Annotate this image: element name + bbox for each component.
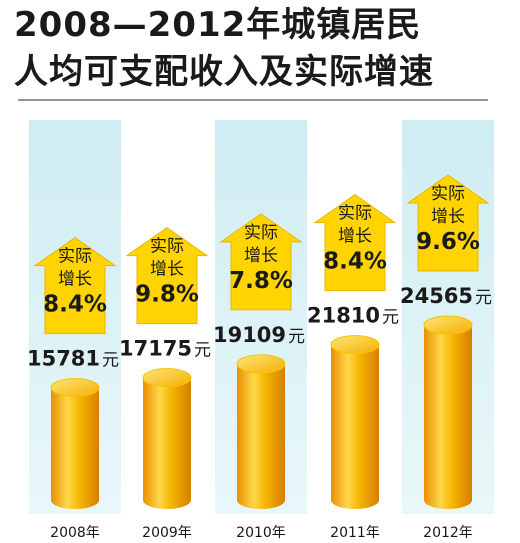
- growth-label-1: 实际: [338, 204, 372, 224]
- arrow-shape: [313, 194, 397, 292]
- bar-2008年: [50, 378, 100, 509]
- bar-2009年: [142, 368, 192, 509]
- growth-label-1: 实际: [244, 223, 278, 243]
- tick-label: 2010年: [236, 525, 286, 541]
- value-number: 21810: [307, 304, 380, 328]
- arrow-shape: [406, 174, 490, 272]
- arrow-shape: [125, 227, 209, 325]
- growth-value: 9.8%: [135, 282, 199, 308]
- value-label: 15781 元: [27, 347, 119, 371]
- bar-2010年: [236, 354, 286, 509]
- bar-body: [143, 377, 191, 509]
- bar-body: [51, 387, 99, 509]
- value-number: 19109: [213, 323, 286, 347]
- tick-label: 2011年: [330, 525, 380, 541]
- growth-label-1: 实际: [58, 247, 92, 267]
- bar-top: [330, 335, 380, 355]
- bar-body: [424, 325, 472, 509]
- growth-label-2: 增长: [431, 207, 465, 227]
- bar-body: [331, 344, 379, 509]
- value-number: 17175: [119, 337, 192, 361]
- growth-value: 7.8%: [229, 268, 293, 294]
- value-unit: 元: [475, 288, 492, 308]
- bar-top: [50, 378, 100, 398]
- growth-label-1: 实际: [431, 184, 465, 204]
- arrow-shape: [33, 236, 117, 335]
- arrow-shape: [219, 213, 303, 311]
- bar-top: [423, 315, 473, 335]
- value-label: 19109 元: [213, 323, 305, 347]
- bar-2012年: [423, 315, 473, 509]
- title-line-1: 2008—2012年城镇居民: [14, 5, 422, 45]
- value-label: 24565 元: [400, 284, 492, 308]
- growth-value: 8.4%: [323, 249, 387, 275]
- growth-label-1: 实际: [150, 237, 184, 257]
- value-number: 24565: [400, 284, 473, 308]
- growth-label-2: 增长: [338, 227, 372, 247]
- bar-body: [237, 363, 285, 509]
- value-label: 17175 元: [119, 337, 211, 361]
- tick-label: 2012年: [423, 525, 473, 541]
- growth-label-2: 增长: [58, 270, 92, 290]
- chart-title: 2008—2012年城镇居民 人均可支配收入及实际增速: [14, 2, 504, 96]
- tick-label: 2009年: [142, 525, 192, 541]
- value-number: 15781: [27, 347, 100, 371]
- growth-value: 8.4%: [43, 292, 107, 318]
- growth-label-2: 增长: [244, 246, 278, 266]
- growth-label-2: 增长: [150, 260, 184, 280]
- title-line-2: 人均可支配收入及实际增速: [14, 52, 434, 92]
- value-unit: 元: [382, 308, 399, 328]
- value-unit: 元: [288, 327, 305, 347]
- growth-value: 9.6%: [416, 229, 480, 255]
- bar-2011年: [330, 335, 380, 509]
- bar-top: [142, 368, 192, 388]
- tick-label: 2008年: [50, 525, 100, 541]
- value-unit: 元: [194, 341, 211, 361]
- bar-top: [236, 354, 286, 374]
- value-unit: 元: [102, 351, 119, 371]
- value-label: 21810 元: [307, 304, 399, 328]
